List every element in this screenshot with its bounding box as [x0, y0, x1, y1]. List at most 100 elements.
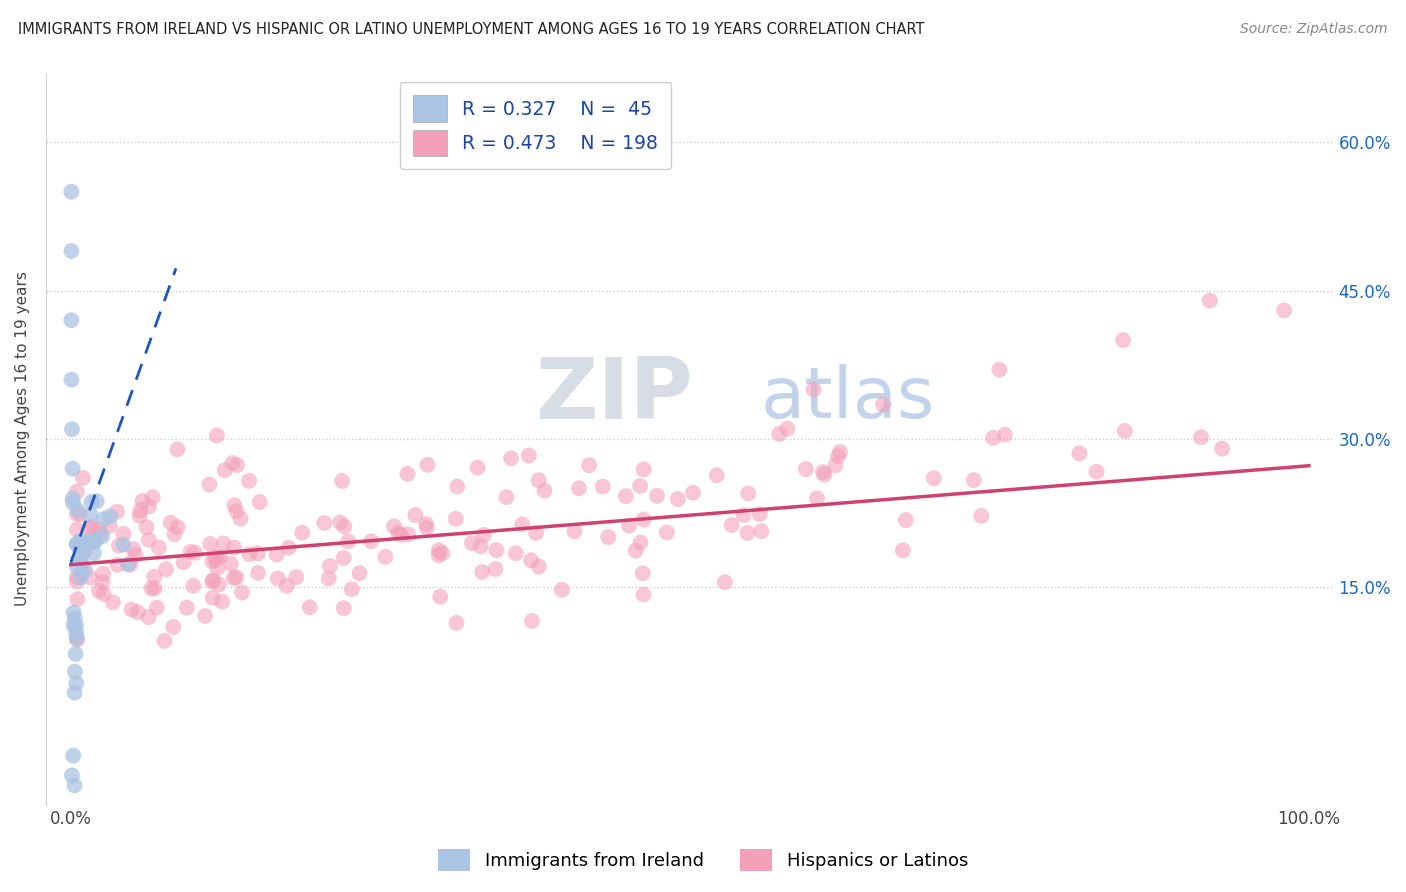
Point: [75, 541, 97, 556]
Point: [73, 563, 96, 577]
Point: [624, 543, 647, 558]
Point: [387, 525, 409, 540]
Point: [1114, 424, 1136, 438]
Point: [166, 520, 188, 534]
Point: [994, 427, 1017, 442]
Point: [194, 609, 217, 624]
Point: [416, 458, 439, 472]
Point: [86, 494, 108, 508]
Point: [614, 489, 637, 503]
Point: [598, 530, 620, 544]
Text: Source: ZipAtlas.com: Source: ZipAtlas.com: [1240, 22, 1388, 37]
Point: [60, 422, 83, 436]
Point: [247, 566, 270, 580]
Point: [70, 564, 93, 578]
Point: [159, 516, 181, 530]
Point: [349, 566, 371, 581]
Point: [60, 373, 83, 387]
Point: [446, 479, 468, 493]
Point: [415, 516, 437, 531]
Point: [340, 582, 363, 597]
Point: [66, 507, 89, 521]
Point: [806, 491, 828, 506]
Point: [60, 185, 83, 199]
Point: [66, 592, 89, 607]
Point: [66, 574, 89, 589]
Point: [737, 486, 759, 500]
Point: [495, 490, 517, 504]
Point: [655, 525, 678, 540]
Point: [66, 560, 89, 574]
Point: [66, 537, 89, 551]
Point: [62, 461, 84, 475]
Point: [330, 474, 353, 488]
Point: [141, 582, 163, 596]
Point: [184, 546, 207, 560]
Point: [329, 516, 352, 530]
Point: [142, 491, 165, 505]
Point: [470, 539, 492, 553]
Point: [129, 503, 152, 517]
Point: [153, 634, 176, 648]
Point: [988, 363, 1011, 377]
Point: [803, 383, 825, 397]
Point: [568, 481, 591, 495]
Point: [527, 473, 550, 487]
Point: [1112, 333, 1135, 347]
Point: [748, 507, 770, 521]
Point: [337, 534, 360, 549]
Point: [505, 546, 527, 560]
Point: [520, 614, 543, 628]
Point: [120, 558, 142, 572]
Point: [720, 518, 742, 533]
Point: [66, 570, 89, 584]
Point: [70, 555, 93, 569]
Point: [166, 442, 188, 457]
Point: [79, 520, 101, 534]
Point: [894, 513, 917, 527]
Point: [66, 523, 89, 537]
Point: [112, 538, 135, 552]
Point: [666, 492, 689, 507]
Point: [98, 509, 121, 524]
Point: [198, 477, 221, 491]
Point: [122, 542, 145, 557]
Point: [432, 546, 454, 560]
Point: [1272, 303, 1295, 318]
Point: [1189, 430, 1212, 444]
Point: [551, 582, 574, 597]
Point: [221, 456, 243, 470]
Point: [205, 549, 228, 564]
Point: [60, 768, 83, 782]
Point: [65, 618, 87, 632]
Point: [314, 516, 336, 530]
Point: [714, 575, 737, 590]
Point: [63, 665, 86, 679]
Point: [981, 431, 1004, 445]
Point: [79, 570, 101, 584]
Point: [1198, 293, 1220, 308]
Point: [124, 548, 146, 562]
Point: [128, 508, 150, 523]
Point: [212, 536, 235, 550]
Point: [682, 485, 704, 500]
Point: [628, 479, 651, 493]
Point: [891, 543, 914, 558]
Point: [578, 458, 600, 473]
Point: [89, 527, 111, 541]
Point: [82, 519, 104, 533]
Point: [204, 553, 226, 567]
Point: [112, 526, 135, 541]
Point: [226, 458, 249, 472]
Point: [382, 519, 405, 533]
Point: [396, 467, 419, 481]
Point: [69, 533, 91, 548]
Point: [66, 503, 89, 517]
Point: [467, 460, 489, 475]
Point: [396, 527, 419, 541]
Point: [633, 462, 655, 476]
Point: [66, 632, 89, 647]
Point: [67, 552, 90, 566]
Point: [69, 508, 91, 522]
Point: [219, 557, 242, 571]
